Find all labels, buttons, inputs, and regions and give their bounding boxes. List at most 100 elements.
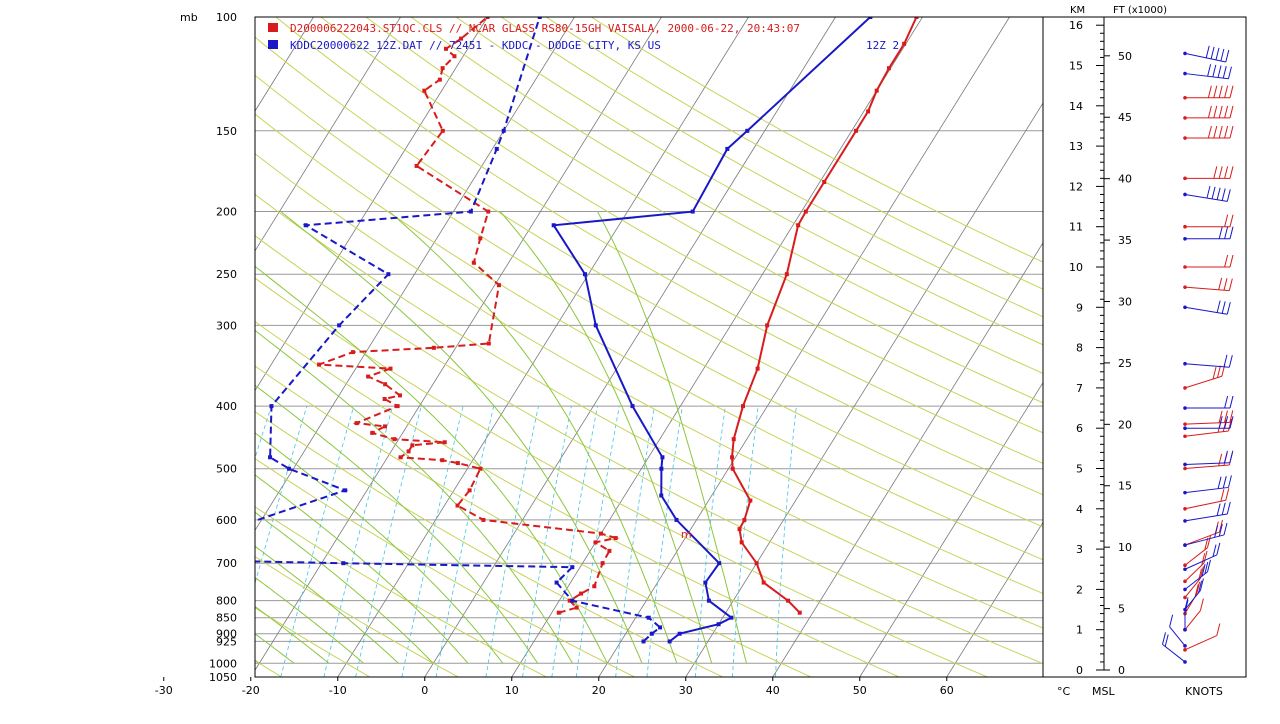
dry-adiabat-line (255, 457, 635, 677)
wind-barb-feather (1218, 85, 1223, 98)
profile-point (667, 639, 672, 644)
wind-barb-feather (1207, 559, 1211, 572)
profile-point (410, 443, 415, 448)
x-tick-label: -20 (242, 684, 260, 697)
sounding-profiles: m (255, 17, 919, 644)
isotherm-line (255, 17, 401, 252)
wind-barb-station (1183, 224, 1187, 229)
profile-point (739, 540, 744, 545)
profile-point (382, 424, 387, 429)
isotherm-line (511, 17, 923, 677)
wind-barb-feather (1218, 416, 1223, 429)
knots-label: KNOTS (1185, 685, 1223, 698)
profile-point (784, 272, 789, 277)
wind-barb-feather (1226, 302, 1231, 315)
dry-adiabat-line (255, 660, 282, 677)
profile-point (431, 345, 436, 350)
wind-barb-feather (1223, 522, 1228, 536)
wind-barb-feather (1229, 85, 1234, 98)
moist-adiabat-line (255, 633, 295, 664)
x-tick-label: 60 (940, 684, 954, 697)
legend-entry-2-extra: 12Z 2 (866, 39, 899, 52)
moist-adiabat-line (388, 211, 678, 664)
background-lines (0, 17, 1043, 677)
profile-point (440, 458, 445, 463)
plot-frame (254, 16, 1044, 678)
x-tick-label: 50 (853, 684, 867, 697)
ft-axis-label: FT (x1000) (1113, 5, 1167, 16)
moist-adiabat-line (280, 211, 643, 664)
wind-barb-station (1183, 587, 1187, 592)
wind-barb-feather (1213, 166, 1218, 179)
profile-point (468, 209, 473, 214)
wind-barb-feather (1206, 185, 1211, 199)
ft-tick-label: 40 (1118, 173, 1132, 186)
profile-point (755, 366, 760, 371)
ft-tick-label: 25 (1118, 357, 1132, 370)
wind-barb-feather (1203, 550, 1208, 564)
wind-barb-feather (1222, 475, 1227, 489)
isotherm-line (255, 17, 488, 392)
wind-barb-feather (1214, 525, 1219, 538)
km-tick-label: 1 (1076, 624, 1083, 637)
dry-adiabat-line (455, 17, 1043, 346)
profile-point (554, 580, 559, 585)
wind-barb-feather (1221, 188, 1226, 201)
wind-barb (1184, 421, 1230, 425)
wind-barb-station (1183, 648, 1187, 652)
profile-point (481, 517, 486, 522)
wind-barb-station (1183, 462, 1187, 467)
legend-swatch-blue (268, 40, 278, 49)
pressure-tick-label: 800 (216, 595, 237, 608)
wind-barb-station (1183, 466, 1187, 471)
wind-barb-feather (1224, 214, 1229, 227)
wind-barb-station (1183, 543, 1187, 547)
wind-barb (1169, 626, 1186, 647)
moist-adiabat-line (255, 474, 469, 664)
profile-point (317, 362, 322, 367)
profile-point (337, 323, 342, 328)
x-tick-label: 30 (679, 684, 693, 697)
profile-point (761, 580, 766, 585)
wind-barb-feather (1216, 187, 1221, 200)
wind-barb-feather (1218, 524, 1223, 537)
wind-barb-feather (1210, 46, 1215, 60)
profile-point (443, 46, 448, 51)
wind-barb-station (1183, 236, 1187, 241)
mixing-ratio-line (280, 405, 355, 677)
isotherm-line (255, 17, 662, 671)
km-tick-label: 7 (1076, 382, 1083, 395)
profile-point (737, 527, 742, 532)
temperature-axis-label: °C (1057, 685, 1071, 698)
wind-barb-feather (1224, 125, 1229, 139)
wind-barb-feather (1194, 584, 1199, 597)
pressure-axis-label: mb (180, 11, 198, 24)
profile-point (797, 610, 802, 615)
profile-point (579, 591, 584, 596)
mixing-ratio-line (646, 406, 683, 677)
wind-barb-feather (1184, 597, 1189, 610)
profile-point (366, 374, 371, 379)
wind-barb-feather (1217, 476, 1222, 489)
pressure-tick-label: 500 (216, 463, 237, 476)
profile-point (874, 88, 879, 93)
profile-annotation: m (681, 528, 692, 541)
profile-point (478, 236, 483, 241)
wind-barb-feather (1201, 553, 1206, 566)
profile-point (440, 66, 445, 71)
wind-barb-feather (1198, 580, 1203, 593)
ft-tick-label: 10 (1118, 541, 1132, 554)
wind-barb (1184, 286, 1230, 292)
wind-barb-feather (1162, 632, 1166, 645)
height-panel-frame (1042, 16, 1247, 678)
wind-barb (1184, 73, 1229, 80)
x-tick-label: 0 (421, 684, 428, 697)
legend-swatch-red (268, 23, 278, 32)
isotherm-line (0, 17, 53, 677)
wind-barb-feather (1225, 488, 1230, 501)
wind-barb-feather (1207, 64, 1212, 77)
wind-barb-feather (1223, 354, 1228, 367)
profile-point (485, 17, 490, 19)
km-tick-label: 8 (1076, 342, 1083, 355)
